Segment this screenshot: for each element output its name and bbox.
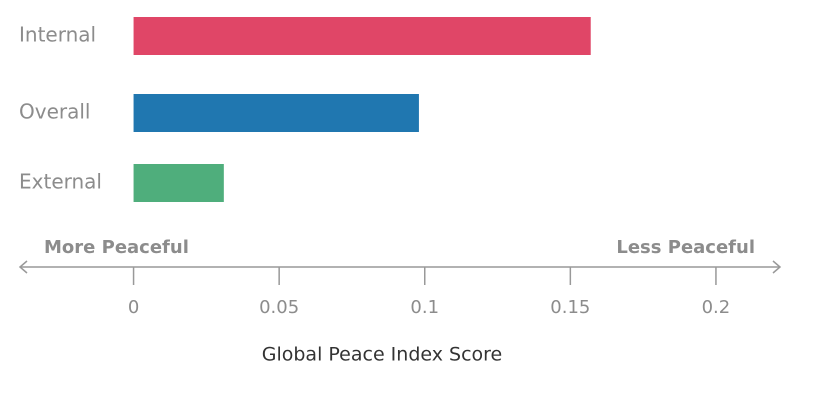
y-tick-label: External: [19, 170, 102, 194]
annotation: Less Peaceful: [616, 237, 755, 258]
x-tick-label: 0.2: [702, 297, 731, 318]
arrow-left: [18, 260, 28, 274]
x-tick-label: 0.05: [259, 297, 299, 318]
y-tick-label: Overall: [19, 100, 90, 124]
x-tick-label: 0: [128, 297, 139, 318]
annotation: More Peaceful: [44, 237, 189, 258]
arrow-right: [772, 260, 782, 274]
y-tick-label: Internal: [19, 23, 96, 47]
bar: [133, 94, 419, 132]
x-axis-label: Global Peace Index Score: [262, 344, 503, 366]
bar: [133, 164, 224, 202]
x-tick-label: 0.15: [550, 297, 590, 318]
bar: [133, 17, 591, 55]
x-tick-label: 0.1: [410, 297, 439, 318]
